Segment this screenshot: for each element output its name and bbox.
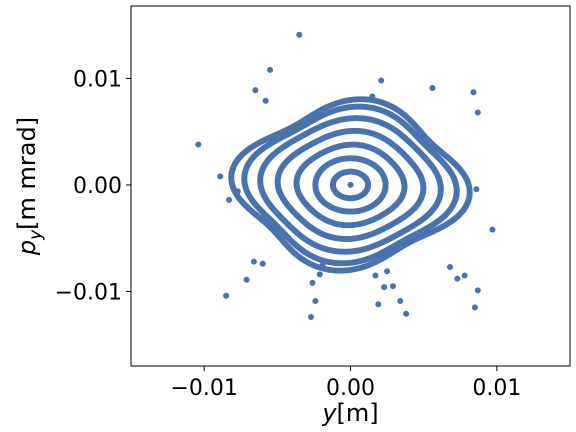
x-axis-label-unit: [m] (337, 399, 379, 427)
scatter-point (474, 287, 481, 294)
ring-4-point (420, 183, 427, 190)
scatter-point (319, 261, 326, 268)
y-axis: −0.01 0.00 0.01 (55, 67, 131, 305)
scatter-point (252, 87, 259, 94)
ring-2-point (382, 183, 389, 190)
scatter-point (316, 271, 323, 278)
scatter-point (223, 292, 230, 299)
scatter-point (489, 226, 496, 233)
scatter-point (461, 272, 468, 279)
y-axis-label-subscript: y (26, 229, 46, 241)
scatter-point (474, 109, 481, 116)
x-tick-label: −0.01 (170, 376, 237, 401)
scatter-point (397, 298, 404, 305)
scatter-point (372, 272, 379, 279)
scatter-point (195, 141, 202, 148)
center-point (347, 181, 354, 188)
scatter-point (267, 66, 274, 73)
scatter-point (217, 173, 224, 180)
y-tick-label: 0.01 (73, 67, 122, 92)
scatter-point (234, 188, 241, 195)
scatter-point (307, 314, 314, 321)
scatter-point (259, 260, 266, 267)
scatter-point (470, 89, 477, 96)
x-axis-label: y[m] (321, 399, 378, 427)
scatter-point (447, 263, 454, 270)
scatter-point (296, 31, 303, 38)
scatter-point (243, 276, 250, 283)
scatter-point (262, 97, 269, 104)
ring-5-point (437, 183, 444, 190)
scatter-point (250, 258, 257, 265)
scatter-point (226, 196, 233, 203)
scatter-point (378, 77, 385, 84)
scatter-point (454, 275, 461, 282)
y-axis-label: py[m mrad] (13, 117, 46, 256)
scatter-point (429, 85, 436, 92)
scatter-point (471, 304, 478, 311)
scatter-point (384, 268, 391, 275)
scatter-point (381, 284, 388, 291)
ring-6-point (453, 183, 460, 190)
scatter-point (473, 186, 480, 193)
plot-points (195, 31, 496, 321)
x-axis-label-symbol: y (321, 399, 337, 427)
x-tick-label: 0.00 (326, 376, 375, 401)
scatter-point (375, 301, 382, 308)
ring-1-point (364, 183, 371, 190)
y-axis-label-symbol: p (13, 240, 41, 256)
y-tick-label: 0.00 (73, 174, 122, 199)
scatter-point (403, 310, 410, 317)
ring-7-point (466, 183, 473, 190)
x-tick-label: 0.01 (472, 376, 521, 401)
scatter-point (309, 279, 316, 286)
scatter-point (312, 298, 319, 305)
scatter-point (369, 93, 376, 100)
ring-3-point (401, 183, 408, 190)
y-tick-label: −0.01 (55, 280, 122, 305)
scatter-point (389, 283, 396, 290)
y-axis-label-unit: [m mrad] (13, 117, 41, 230)
x-axis: −0.01 0.00 0.01 (170, 366, 521, 401)
